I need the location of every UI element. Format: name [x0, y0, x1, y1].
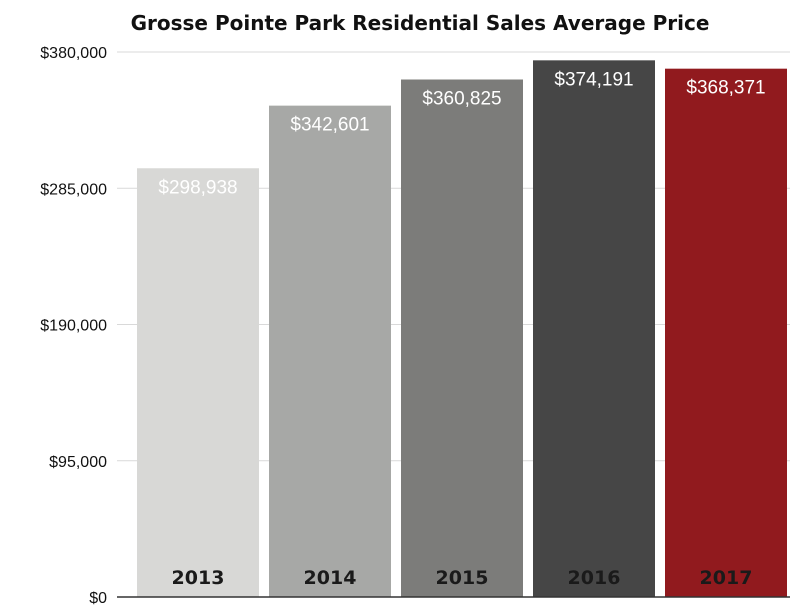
- bars: $298,938 2013 $342,601 2014 $360,825 2015 $374…: [137, 60, 787, 598]
- y-tick-label: $190,000: [40, 318, 107, 335]
- category-label: 2017: [700, 567, 753, 589]
- bar-2017: [665, 68, 787, 597]
- bar-2014: [269, 105, 391, 598]
- y-tick-label: $285,000: [40, 181, 107, 198]
- chart-title: Grosse Pointe Park Residential Sales Ave…: [131, 11, 710, 35]
- category-label: 2014: [304, 567, 357, 589]
- bar-2015: [401, 79, 523, 598]
- y-axis-ticks: $0 $95,000 $190,000 $285,000 $380,000: [40, 45, 107, 607]
- y-tick-label: $380,000: [40, 45, 107, 62]
- y-tick-label: $95,000: [49, 454, 107, 471]
- bar-value-label: $374,191: [554, 69, 633, 90]
- y-tick-label: $0: [89, 590, 107, 607]
- bar-value-label: $298,938: [158, 177, 237, 198]
- bar-value-label: $360,825: [422, 89, 501, 110]
- category-label: 2016: [568, 567, 621, 589]
- bar-2016: [533, 60, 655, 598]
- category-label: 2015: [436, 567, 489, 589]
- category-label: 2013: [172, 567, 225, 589]
- bar-2013: [137, 168, 259, 597]
- bar-value-label: $342,601: [290, 115, 369, 136]
- bar-value-label: $368,371: [686, 78, 765, 99]
